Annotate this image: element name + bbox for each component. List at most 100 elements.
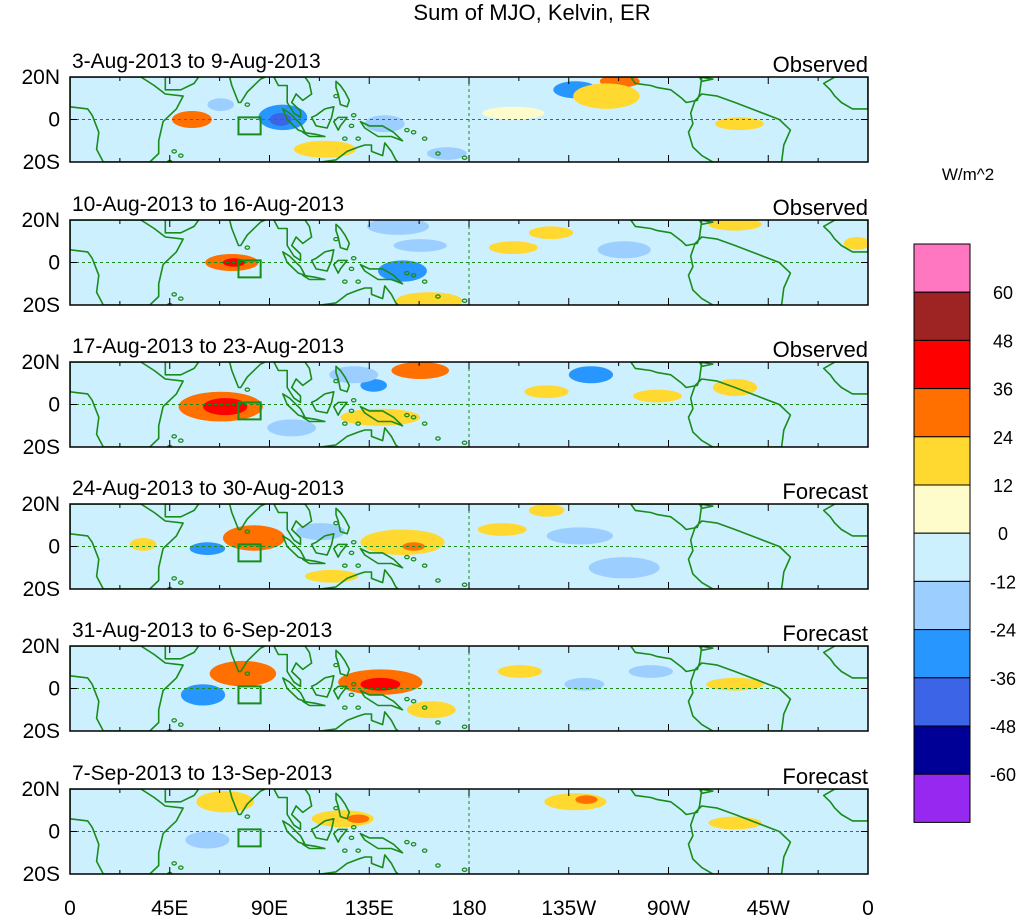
island xyxy=(333,378,339,384)
island xyxy=(350,255,357,261)
anomaly-contour xyxy=(364,115,405,133)
island xyxy=(171,292,178,297)
anomaly-contour xyxy=(360,529,445,555)
panel-6: 20N 0 20S 7-Sep-2013 to 13-Sep-2013 Forecast xyxy=(21,762,869,886)
panel-period: 17-Aug-2013 to 23-Aug-2013 xyxy=(72,335,344,358)
coastline xyxy=(273,646,313,688)
island xyxy=(342,705,348,710)
island xyxy=(410,842,417,847)
island xyxy=(355,136,362,141)
colorbar-level-label: -36 xyxy=(990,669,1016,689)
colorbar-swatch xyxy=(913,388,971,438)
coastline xyxy=(698,220,714,226)
coastline xyxy=(687,520,792,589)
island xyxy=(404,696,410,702)
island xyxy=(461,440,468,445)
island xyxy=(435,578,441,583)
colorbar: W/m^2 60 48 36 24 12 0 -12 -24 -36 -48 -60 xyxy=(913,165,1016,823)
island xyxy=(177,438,184,443)
panel-status: Observed xyxy=(773,337,868,362)
anomaly-contour xyxy=(528,226,574,240)
panel-status: Forecast xyxy=(782,479,868,504)
x-tick-label: 0 xyxy=(862,897,874,920)
coastline xyxy=(319,427,399,447)
anomaly-contour xyxy=(597,241,651,259)
coastline xyxy=(70,504,184,589)
colorbar-level-label: -24 xyxy=(990,621,1016,641)
island xyxy=(461,298,468,303)
anomaly-contour xyxy=(406,701,456,719)
panel-status: Forecast xyxy=(782,764,868,789)
anomaly-contour xyxy=(679,106,711,120)
island xyxy=(421,279,428,284)
coastline xyxy=(301,274,326,281)
island xyxy=(421,563,428,568)
anomaly-contour xyxy=(564,677,605,691)
anomaly-contour xyxy=(708,220,762,231)
coastline xyxy=(273,789,313,831)
anomaly-field xyxy=(70,646,868,731)
island xyxy=(410,414,417,420)
x-tick-label: 90W xyxy=(647,897,690,920)
colorbar-swatch xyxy=(913,629,971,679)
anomaly-contour xyxy=(92,237,137,254)
anomaly-contour xyxy=(207,98,235,111)
coastline xyxy=(687,236,792,305)
colorbar-level-label: 12 xyxy=(993,476,1013,496)
coastline xyxy=(335,365,351,393)
y-tick-label: 20S xyxy=(23,863,60,886)
anomaly-contour xyxy=(367,220,430,235)
anomaly-contour xyxy=(706,677,764,691)
island xyxy=(421,421,428,426)
reference-box xyxy=(237,116,262,136)
anomaly-field xyxy=(70,504,868,589)
island xyxy=(461,724,468,730)
island xyxy=(404,270,410,276)
panel-period: 3-Aug-2013 to 9-Aug-2013 xyxy=(72,50,321,73)
coastline xyxy=(822,220,868,253)
anomaly-contour xyxy=(497,665,543,678)
anomaly-contour xyxy=(393,239,447,252)
coastline xyxy=(70,77,184,162)
anomaly-contour xyxy=(329,366,379,384)
anomaly-contour xyxy=(546,527,614,545)
island xyxy=(435,720,441,725)
coastline xyxy=(164,77,200,91)
coastline xyxy=(335,792,351,820)
island xyxy=(244,102,251,107)
anomaly-contour xyxy=(340,408,421,426)
coastline xyxy=(687,378,792,447)
island xyxy=(348,692,355,698)
panel-period: 7-Sep-2013 to 13-Sep-2013 xyxy=(72,762,332,785)
anomaly-contour xyxy=(189,542,226,555)
island xyxy=(342,279,348,284)
island xyxy=(348,266,355,272)
island xyxy=(435,151,441,156)
anomaly-contour xyxy=(296,523,345,541)
coastline xyxy=(319,142,399,162)
island xyxy=(244,245,251,250)
coastline xyxy=(335,223,351,251)
colorbar-level-label: 60 xyxy=(993,283,1013,303)
island xyxy=(244,671,251,676)
coastline xyxy=(301,416,326,423)
coastline xyxy=(301,843,326,850)
anomaly-contour xyxy=(293,140,356,158)
anomaly-contour xyxy=(573,83,640,109)
coastline xyxy=(301,700,326,707)
anomaly-contour xyxy=(180,684,226,706)
y-tick-label: 0 xyxy=(48,536,60,559)
anomaly-contour xyxy=(843,237,868,250)
anomaly-contour xyxy=(196,791,254,813)
anomaly-contour xyxy=(203,398,248,416)
island xyxy=(177,580,184,585)
island xyxy=(350,682,357,687)
coastline xyxy=(332,685,348,700)
coastline xyxy=(822,504,868,537)
island xyxy=(355,705,362,710)
coastline xyxy=(698,77,714,83)
y-tick-label: 0 xyxy=(48,394,60,417)
island xyxy=(410,557,417,562)
anomaly-contour xyxy=(708,816,762,830)
coastline xyxy=(319,569,399,589)
